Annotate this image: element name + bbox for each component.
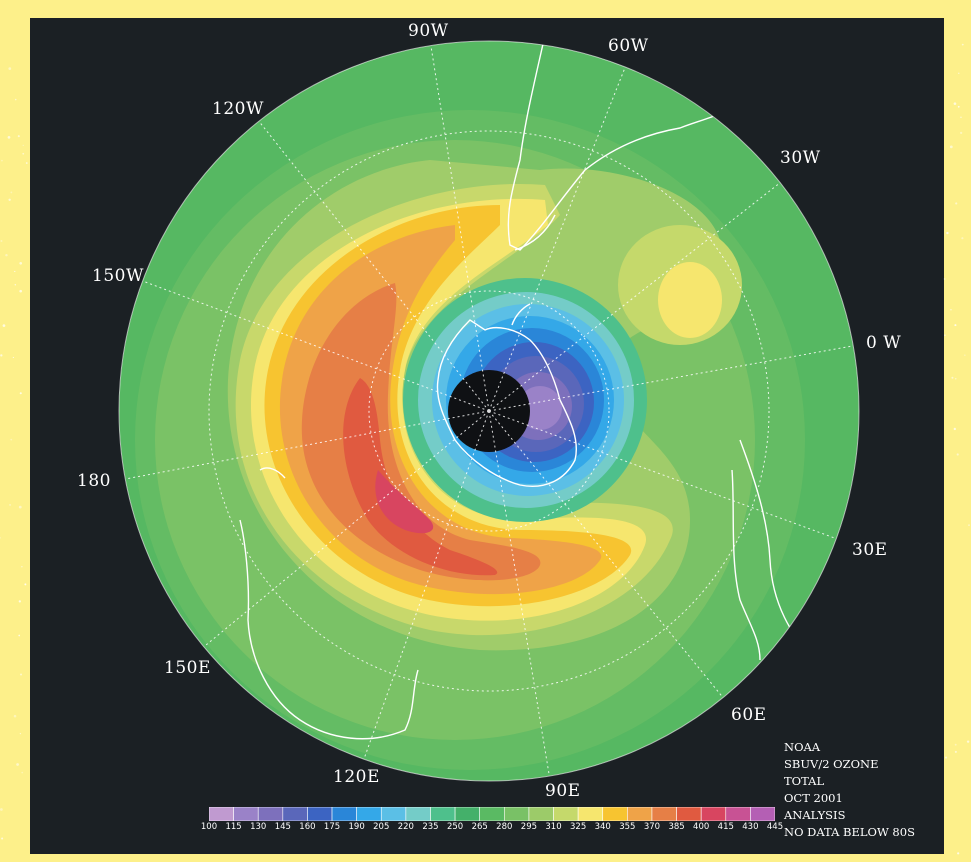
colorbar-tick-label: 340 (595, 822, 611, 832)
colorbar-swatch (357, 807, 382, 821)
colorbar-swatch (430, 807, 455, 821)
colorbar-swatch (726, 807, 751, 821)
colorbar-tick-label: 115 (225, 822, 241, 832)
colorbar-tick-label: 280 (496, 822, 512, 832)
label-60e: 60E (731, 705, 767, 725)
colorbar-tick-label: 190 (349, 822, 365, 832)
colorbar-tick-label: 130 (250, 822, 266, 832)
colorbar-swatch (406, 807, 431, 821)
colorbar-swatch (209, 807, 234, 821)
colorbar-tick-label: 325 (570, 822, 586, 832)
colorbar-swatch (381, 807, 406, 821)
ozone-contour-340-east (658, 262, 722, 338)
colorbar-swatch (258, 807, 283, 821)
info-block: NOAA SBUV/2 OZONE TOTAL OCT 2001 ANALYSI… (784, 739, 915, 841)
colorbar-swatch (480, 807, 505, 821)
colorbar-swatch (307, 807, 332, 821)
colorbar-tick-label: 145 (275, 822, 291, 832)
colorbar-swatch (750, 807, 775, 821)
label-120e: 120E (333, 767, 380, 787)
colorbar-tick-label: 445 (767, 822, 783, 832)
colorbar-tick-label: 385 (668, 822, 684, 832)
label-0w: 0 W (866, 333, 901, 353)
colorbar-tick-label: 415 (718, 822, 734, 832)
colorbar-swatch (578, 807, 603, 821)
colorbar-swatch (652, 807, 677, 821)
colorbar-swatch (529, 807, 554, 821)
colorbar-swatch (504, 807, 529, 821)
info-product: TOTAL (784, 773, 915, 790)
label-180: 180 (77, 471, 111, 491)
colorbar (209, 807, 775, 821)
colorbar-tick-label: 100 (201, 822, 217, 832)
label-150e: 150E (164, 658, 211, 678)
colorbar-tick-label: 400 (693, 822, 709, 832)
colorbar-tick-label: 205 (373, 822, 389, 832)
colorbar-tick-label: 310 (545, 822, 561, 832)
colorbar-tick-label: 355 (619, 822, 635, 832)
info-date: OCT 2001 (784, 790, 915, 807)
colorbar-tick-label: 265 (472, 822, 488, 832)
colorbar-tick-label: 250 (447, 822, 463, 832)
colorbar-tick-label: 160 (299, 822, 315, 832)
colorbar-swatch (554, 807, 579, 821)
colorbar-tick-label: 370 (644, 822, 660, 832)
label-90w: 90W (408, 21, 449, 41)
info-note: NO DATA BELOW 80S (784, 824, 915, 841)
info-instrument: SBUV/2 OZONE (784, 756, 915, 773)
info-agency: NOAA (784, 739, 915, 756)
label-120w: 120W (212, 99, 264, 119)
label-30w: 30W (780, 148, 821, 168)
label-30e: 30E (852, 540, 888, 560)
colorbar-swatch (677, 807, 702, 821)
colorbar-tick-label: 235 (422, 822, 438, 832)
info-type: ANALYSIS (784, 807, 915, 824)
colorbar-tick-label: 175 (324, 822, 340, 832)
colorbar-swatch (455, 807, 480, 821)
colorbar-tick-label: 295 (521, 822, 537, 832)
colorbar-swatch (283, 807, 308, 821)
colorbar-swatch (603, 807, 628, 821)
colorbar-swatch (332, 807, 357, 821)
label-90e: 90E (545, 781, 581, 801)
colorbar-swatch (234, 807, 259, 821)
label-150w: 150W (92, 266, 144, 286)
colorbar-swatch (701, 807, 726, 821)
colorbar-tick-label: 430 (742, 822, 758, 832)
colorbar-tick-label: 220 (398, 822, 414, 832)
colorbar-swatch (627, 807, 652, 821)
label-60w: 60W (608, 36, 649, 56)
